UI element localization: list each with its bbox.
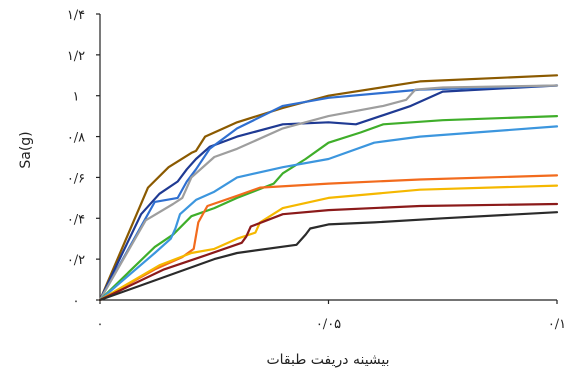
y-tick-label: ۱/۲ [67, 49, 85, 64]
series-line-9 [98, 202, 559, 302]
y-tick-label: ۰/۶ [67, 171, 85, 186]
y-tick-label: ۱ [73, 90, 80, 105]
series-line-6 [98, 125, 559, 302]
series-line-2 [98, 84, 559, 302]
series-line-7 [98, 174, 559, 302]
series-line-3 [98, 84, 559, 302]
x-tick-label: ۰/۱ [548, 317, 565, 332]
y-tick-label: ۰/۸ [67, 131, 85, 146]
x-tick-label: ۰ [97, 317, 104, 332]
x-axis-ticks: ۰ ۰/۰۵ ۰/۱ [97, 300, 565, 332]
x-tick-label: ۰/۰۵ [316, 317, 341, 332]
y-tick-label: ۰/۴ [67, 212, 85, 227]
series-line-1 [98, 74, 559, 302]
series-line-10 [98, 211, 559, 302]
y-tick-label: ۰ [73, 294, 80, 309]
y-tick-label: ۰/۲ [67, 253, 85, 268]
series-group [98, 74, 559, 302]
series-line-8 [98, 184, 559, 302]
y-axis-ticks: ۰ ۰/۲ ۰/۴ ۰/۶ ۰/۸ ۱ ۱/۲ ۱/۴ [67, 8, 100, 309]
y-tick-label: ۱/۴ [67, 8, 85, 23]
y-axis-title-group: Sa(g) [18, 131, 34, 168]
series-line-5 [98, 114, 559, 302]
x-axis-title: بیشینه دریفت طبقات [266, 352, 389, 368]
y-axis-title: Sa(g) [18, 131, 34, 168]
series-line-4 [98, 84, 559, 302]
